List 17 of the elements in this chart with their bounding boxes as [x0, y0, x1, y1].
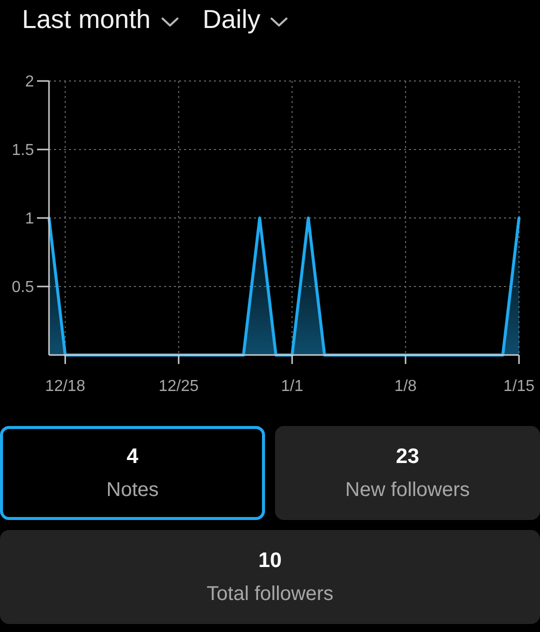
- data-label: 23: [396, 444, 420, 468]
- y-tick-label: 2: [25, 74, 34, 91]
- x-tick-label: 12/18: [45, 378, 86, 395]
- x-tick-label: 1/8: [394, 378, 417, 395]
- category-label: Total followers: [206, 582, 334, 606]
- data-label: 10: [258, 548, 282, 572]
- x-tick-label: 1/1: [280, 378, 304, 395]
- text: Last month: [22, 4, 151, 35]
- y-tick-label: 1.5: [12, 142, 34, 160]
- x-tick-label: 1/15: [503, 378, 535, 395]
- category-label: Notes: [106, 478, 159, 502]
- y-tick-label: 0.5: [12, 279, 34, 296]
- text: Daily: [202, 4, 260, 35]
- data-label: 4: [126, 444, 138, 468]
- x-tick-label: 12/25: [158, 378, 199, 395]
- category-label: New followers: [345, 478, 470, 502]
- y-tick-label: 1: [25, 210, 34, 228]
